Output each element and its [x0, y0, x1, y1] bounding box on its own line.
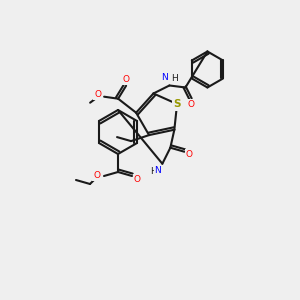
Text: O: O: [134, 175, 140, 184]
Text: N: N: [154, 166, 161, 175]
Text: O: O: [188, 100, 195, 109]
Text: N: N: [161, 74, 167, 82]
Text: O: O: [186, 150, 193, 159]
Text: O: O: [123, 75, 130, 84]
Text: O: O: [94, 90, 101, 99]
Text: O: O: [93, 172, 100, 181]
Text: S: S: [173, 99, 181, 109]
Text: H: H: [151, 167, 157, 176]
Text: H: H: [171, 74, 178, 83]
